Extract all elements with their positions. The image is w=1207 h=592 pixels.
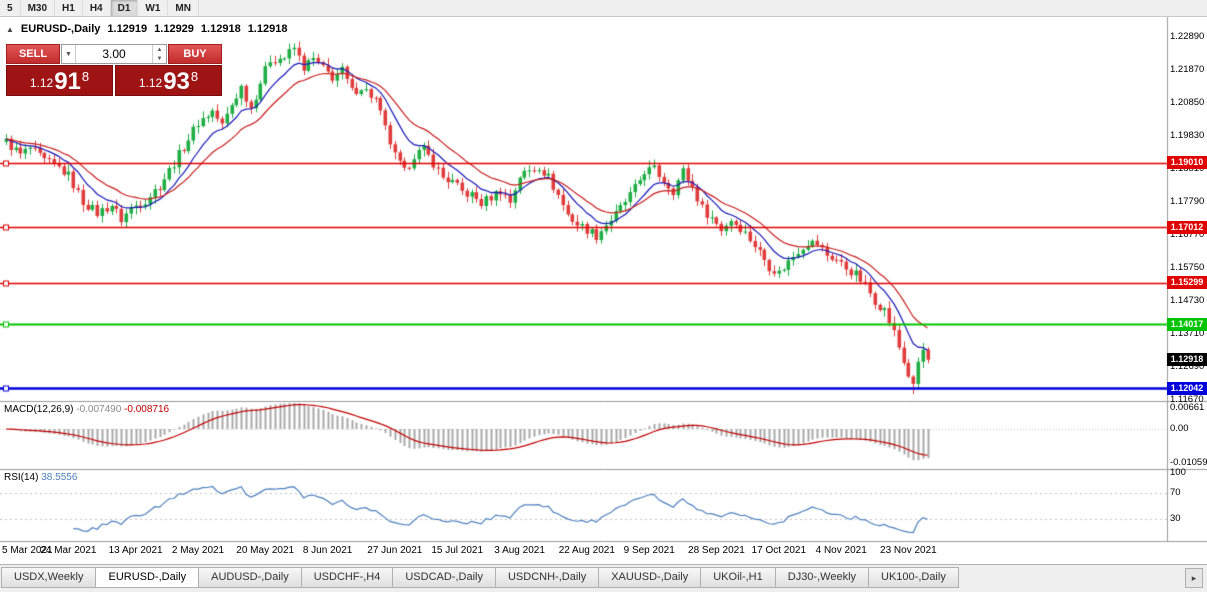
timeframe-toolbar: 5 M30 H1 H4 D1 W1 MN	[0, 0, 1207, 17]
buy-price-display[interactable]: 1.12 93 8	[115, 65, 222, 96]
time-axis-label: 13 Apr 2021	[108, 545, 163, 556]
ohlc-high: 1.12929	[154, 23, 194, 35]
rsi-value: 38.5556	[41, 472, 78, 483]
price-axis-label: 1.21870	[1170, 64, 1205, 75]
rsi-axis-label: 30	[1170, 513, 1181, 525]
price-axis-label: 1.22890	[1170, 31, 1205, 42]
one-click-trading-panel: SELL ▼ 3.00 ▲ ▼ BUY 1.12 91 8 1.12 93 8	[6, 44, 222, 96]
time-axis-label: 8 Jun 2021	[302, 545, 353, 556]
price-axis-label: 1.13710	[1170, 328, 1205, 340]
rsi-name: RSI(14)	[4, 472, 39, 483]
price-axis-label: 1.17790	[1170, 196, 1205, 208]
rsi-axis-label: 100	[1170, 467, 1186, 478]
bid-price-tag: 1.12918	[1167, 353, 1207, 367]
ohlc-low: 1.12918	[200, 23, 241, 35]
time-axis-label: 20 May 2021	[236, 545, 295, 556]
time-axis-label: 9 Sep 2021	[623, 545, 675, 556]
chart-tab-audusd-[interactable]: AUDUSD-,Daily	[198, 567, 302, 588]
chart-tab-xauusd-[interactable]: XAUUSD-,Daily	[598, 567, 702, 588]
chart-shift-marker-icon: ▲	[6, 25, 14, 34]
time-axis-label: 4 Nov 2021	[815, 545, 867, 556]
macd-name: MACD(12,26,9)	[4, 404, 74, 415]
sell-price-pip: 8	[81, 69, 90, 84]
chart-tab-uk100-[interactable]: UK100-,Daily	[868, 567, 959, 588]
tab-scroll-right-button[interactable]: ▸	[1185, 568, 1203, 588]
chart-tab-usdcad-[interactable]: USDCAD-,Daily	[392, 567, 496, 588]
time-axis-label: 2 May 2021	[171, 545, 225, 556]
price-axis-label: 1.15750	[1170, 262, 1205, 274]
time-axis-label: 28 Sep 2021	[688, 545, 745, 556]
rsi-axis-label: 70	[1170, 486, 1181, 498]
chart-tab-dj30-[interactable]: DJ30-,Weekly	[774, 567, 870, 588]
timeframe-button-w1[interactable]: W1	[138, 0, 169, 16]
macd-axis-label: 0.00	[1170, 422, 1189, 434]
symbol-tab-bar: USDX,Weekly EURUSD-,Daily AUDUSD-,Daily USD…	[0, 564, 1207, 592]
sell-price-display[interactable]: 1.12 91 8	[6, 65, 113, 96]
volume-input[interactable]: 3.00	[102, 47, 126, 61]
hline-price-tag: 1.17012	[1167, 220, 1207, 234]
volume-dropdown-icon[interactable]: ▼	[62, 45, 76, 63]
chart-tab-ukoil-[interactable]: UKOil-,H1	[700, 567, 776, 588]
price-axis-label: 1.16770	[1170, 229, 1205, 241]
buy-price-pip: 8	[190, 69, 199, 84]
hline-price-tag: 1.15299	[1167, 276, 1207, 290]
time-axis-label: 15 Jul 2021	[431, 545, 484, 556]
chart-symbol-period: EURUSD-,Daily	[20, 23, 101, 35]
hline-price-tag: 1.12042	[1167, 381, 1207, 395]
macd-signal-value: -0.008716	[124, 404, 170, 415]
timeframe-button-5[interactable]: 5	[0, 0, 21, 16]
buy-button[interactable]: BUY	[168, 44, 222, 64]
time-axis-label: 27 Jun 2021	[367, 545, 423, 556]
volume-spinner[interactable]: ▲ ▼	[152, 45, 166, 63]
timeframe-button-d1[interactable]: D1	[110, 0, 139, 16]
hline-price-tag: 1.19010	[1167, 156, 1207, 170]
macd-indicator-label: MACD(12,26,9) -0.007490 -0.008716	[4, 404, 169, 415]
macd-axis-label: 0.00661	[1170, 401, 1205, 413]
chart-tab-usdchf-[interactable]: USDCHF-,H4	[300, 567, 394, 588]
sell-price-big: 91	[54, 68, 81, 95]
rsi-indicator-label: RSI(14) 38.5556	[4, 472, 77, 483]
timeframe-button-h4[interactable]: H4	[83, 0, 111, 16]
time-axis-label: 5 Mar 2021	[2, 545, 53, 556]
hline-price-tag: 1.14017	[1167, 317, 1207, 331]
price-axis-label: 1.14730	[1170, 295, 1205, 307]
timeframe-button-h1[interactable]: H1	[55, 0, 83, 16]
time-axis-label: 22 Aug 2021	[558, 545, 615, 556]
volume-control: ▼ 3.00 ▲ ▼	[61, 44, 167, 64]
time-axis-label: 17 Oct 2021	[751, 545, 807, 556]
timeframe-button-mn[interactable]: MN	[168, 0, 199, 16]
volume-up-icon[interactable]: ▲	[156, 46, 163, 53]
tab-list: USDX,Weekly EURUSD-,Daily AUDUSD-,Daily USD…	[1, 567, 959, 588]
buy-price-big: 93	[163, 68, 190, 95]
sell-price-prefix: 1.12	[29, 76, 54, 90]
price-axis-label: 1.11670	[1170, 394, 1204, 406]
volume-down-icon[interactable]: ▼	[156, 55, 163, 62]
chart-tab-eurusd-[interactable]: EURUSD-,Daily	[95, 567, 200, 588]
chart-tab-usdcnh-[interactable]: USDCNH-,Daily	[494, 567, 600, 588]
time-axis-label: 24 Mar 2021	[40, 545, 97, 556]
macd-axis-label: -0.01059	[1170, 456, 1207, 468]
price-axis-label: 1.12690	[1170, 361, 1205, 373]
price-axis-label: 1.20850	[1170, 97, 1205, 109]
price-axis-label: 1.19830	[1170, 130, 1205, 142]
buy-price-prefix: 1.12	[138, 76, 163, 90]
ohlc-close: 1.12918	[247, 23, 288, 35]
time-axis-label: 3 Aug 2021	[494, 545, 545, 556]
chart-tab-usdx[interactable]: USDX,Weekly	[1, 567, 97, 588]
macd-main-value: -0.007490	[76, 404, 122, 415]
chart-info-line: ▲ EURUSD-,Daily 1.12919 1.12929 1.12918 …	[6, 23, 287, 35]
time-axis-label: 23 Nov 2021	[880, 545, 937, 556]
ohlc-open: 1.12919	[107, 23, 148, 35]
timeframe-button-m30[interactable]: M30	[21, 0, 56, 16]
sell-button[interactable]: SELL	[6, 44, 60, 64]
